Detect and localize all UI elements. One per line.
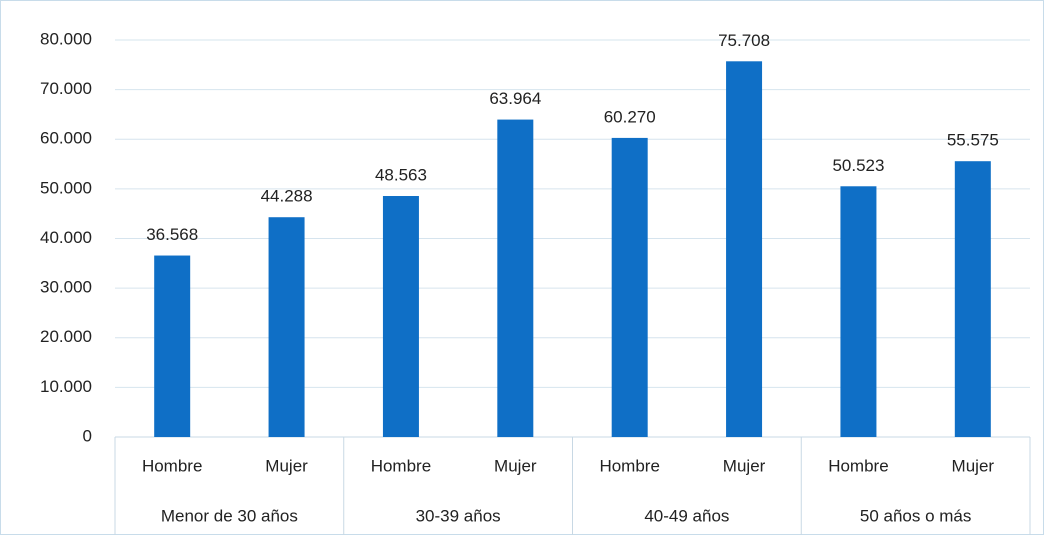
x-tick-label: Hombre <box>371 456 431 475</box>
x-tick-label: Hombre <box>828 456 888 475</box>
group-label: 50 años o más <box>860 506 972 525</box>
x-tick-label: Mujer <box>494 456 537 475</box>
bar <box>954 161 991 438</box>
group-label: 40-49 años <box>644 506 729 525</box>
x-tick-label: Mujer <box>723 456 766 475</box>
y-tick-label: 80.000 <box>40 29 92 48</box>
value-label: 63.964 <box>489 89 541 108</box>
group-label: Menor de 30 años <box>161 506 298 525</box>
y-tick-label: 60.000 <box>40 129 92 148</box>
x-tick-label: Hombre <box>599 456 659 475</box>
bar <box>154 255 191 437</box>
x-tick-label: Mujer <box>952 456 995 475</box>
value-label: 36.568 <box>146 225 198 244</box>
value-label: 60.270 <box>604 107 656 126</box>
y-tick-label: 50.000 <box>40 178 92 197</box>
y-tick-label: 30.000 <box>40 278 92 297</box>
y-tick-label: 40.000 <box>40 228 92 247</box>
value-label: 75.708 <box>718 31 770 50</box>
bar <box>726 61 763 438</box>
bar <box>268 217 305 437</box>
bar <box>382 196 419 437</box>
y-tick-label: 10.000 <box>40 377 92 396</box>
value-label: 44.288 <box>261 187 313 206</box>
x-tick-label: Hombre <box>142 456 202 475</box>
y-tick-label: 20.000 <box>40 327 92 346</box>
y-tick-label: 0 <box>83 426 92 445</box>
bar <box>611 137 648 437</box>
value-label: 48.563 <box>375 165 427 184</box>
bar <box>840 186 877 437</box>
bar <box>497 119 534 438</box>
value-label: 55.575 <box>947 131 999 150</box>
x-tick-label: Mujer <box>265 456 308 475</box>
y-tick-label: 70.000 <box>40 79 92 98</box>
value-label: 50.523 <box>832 156 884 175</box>
group-label: 30-39 años <box>416 506 501 525</box>
